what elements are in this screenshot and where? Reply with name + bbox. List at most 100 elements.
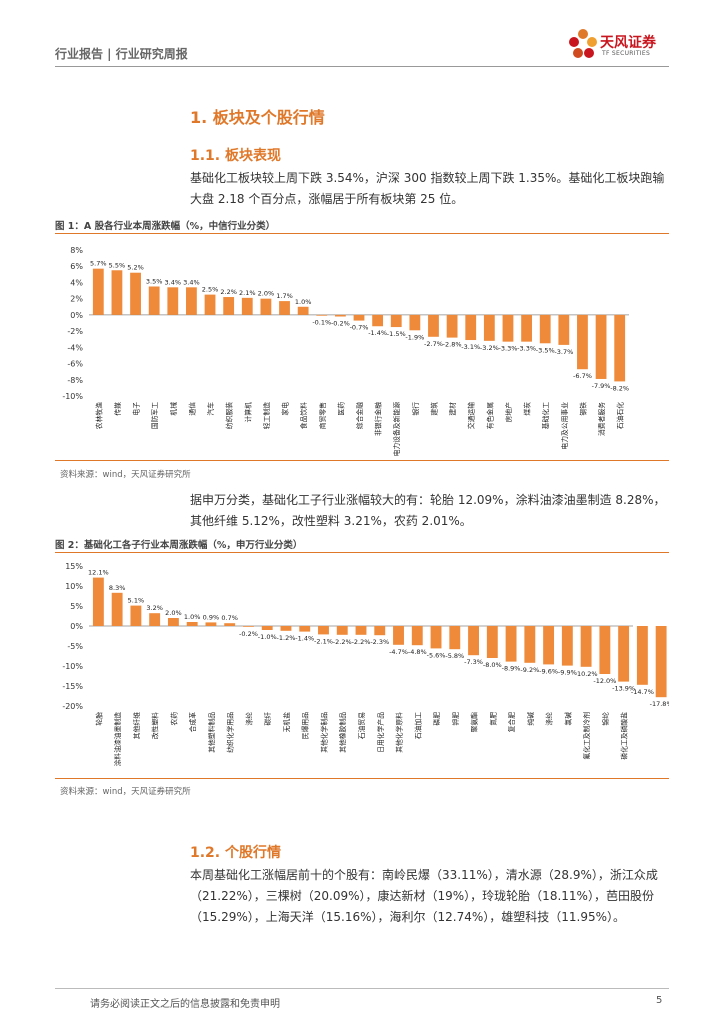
category-label: 消费者服务 (597, 402, 606, 436)
figure1-top-rule (55, 233, 669, 234)
bar-5 (167, 618, 179, 626)
subsection-title-1: 1.1. 板块表现 (190, 148, 281, 164)
bar-22 (483, 314, 495, 341)
bar-23 (505, 626, 517, 662)
data-label: -17.8% (650, 700, 669, 708)
data-label: -1.0% (258, 633, 277, 641)
footer-disclaimer: 请务必阅读正文之后的信息披露和免责申明 (90, 999, 280, 1010)
bar-20 (446, 314, 458, 338)
bar-4 (149, 613, 161, 626)
category-label: 其他纤维 (132, 712, 141, 739)
bar-24 (521, 314, 532, 342)
data-label: 5.5% (109, 261, 126, 269)
category-label: 磷肥 (432, 712, 441, 726)
bar-13 (318, 626, 329, 635)
data-label: -7.3% (464, 658, 483, 666)
data-label: 12.1% (88, 569, 109, 577)
y-tick-label: 6% (70, 262, 83, 271)
category-label: 通信 (187, 402, 196, 416)
paragraph-stocks: 本周基础化工涨幅居前十的个股有：南岭民爆（33.11%），清水源（28.9%），… (190, 868, 658, 924)
bar-9 (241, 297, 253, 315)
figure1-title: 图 1：A 股各行业本周涨跌幅（%，中信行业分类） (55, 221, 276, 232)
bar-16 (374, 626, 386, 636)
data-label: -3.7% (554, 348, 573, 356)
bar-8 (223, 297, 235, 315)
category-label: 氯碱 (563, 712, 572, 726)
data-label: -8.0% (483, 661, 502, 669)
data-label: -3.2% (480, 344, 499, 352)
page-number: 5 (656, 995, 663, 1006)
bar-27 (577, 314, 588, 370)
y-tick-label: -2% (67, 327, 83, 336)
logo-name: 天风证券 (600, 35, 656, 51)
data-label: -14.7% (631, 688, 654, 696)
data-label: -1.4% (368, 329, 387, 337)
bar-19 (428, 314, 439, 337)
category-label: 传媒 (113, 402, 122, 416)
data-label: 3.2% (146, 604, 163, 612)
data-label: -5.8% (445, 652, 464, 660)
data-label: 1.0% (295, 298, 312, 306)
category-label: 磷化工及磷酸盐 (620, 712, 629, 760)
category-label: 民爆用品 (301, 712, 310, 739)
bar-29 (614, 314, 626, 382)
category-label: 涤纶 (545, 712, 554, 726)
figure1-source: 资料来源：wind，天风证券研究所 (60, 470, 191, 480)
category-label: 合成革 (188, 712, 197, 733)
data-label: -0.1% (312, 319, 331, 327)
y-tick-label: 15% (65, 562, 83, 571)
bar-14 (336, 626, 348, 635)
bar-6 (186, 622, 198, 626)
bar-22 (486, 626, 498, 658)
bar-14 (334, 314, 346, 317)
y-tick-label: -6% (67, 360, 83, 369)
data-label: -0.7% (350, 324, 369, 332)
category-label: 石油石化 (616, 402, 625, 429)
bar-1 (92, 268, 104, 315)
category-label: 复合肥 (507, 712, 516, 733)
category-label: 聚氨酯 (470, 712, 479, 733)
data-label: -9.6% (539, 667, 558, 675)
category-label: 房地产 (504, 402, 513, 423)
category-label: 其他化学制品 (319, 712, 328, 753)
category-label: 电力及公用事业 (560, 402, 569, 450)
data-label: 5.1% (128, 597, 145, 605)
bar-18 (409, 314, 421, 331)
data-label: 5.7% (90, 260, 107, 268)
y-tick-label: 10% (65, 582, 83, 591)
bar-24 (524, 626, 536, 663)
bar-19 (430, 626, 442, 649)
category-label: 其他塑料制品 (207, 712, 216, 753)
category-label: 其他橡胶制品 (338, 712, 347, 753)
bar-26 (558, 314, 570, 345)
category-label: 交通运输 (467, 402, 476, 429)
data-label: -2.2% (333, 638, 352, 646)
bar-12 (297, 306, 309, 315)
bar-10 (260, 298, 272, 315)
y-tick-label: 8% (70, 246, 83, 255)
bar-11 (279, 301, 290, 315)
data-label: 2.1% (239, 289, 256, 297)
footer-divider (55, 988, 669, 989)
category-label: 电力设备及新能源 (392, 402, 401, 457)
bar-6 (186, 287, 197, 315)
logo-en: TF SECURITIES (602, 50, 651, 57)
category-label: 机械 (169, 402, 178, 416)
category-label: 国防军工 (150, 402, 159, 429)
data-label: -1.5% (387, 330, 406, 338)
data-label: -2.8% (443, 341, 462, 349)
data-label: -2.7% (424, 340, 443, 348)
bar-30 (636, 626, 648, 685)
paragraph-subindustry: 据申万分类，基础化工子行业涨幅较大的有：轮胎 12.09%，涂料油漆油墨制造 8… (190, 493, 666, 528)
bar-7 (205, 622, 217, 626)
data-label: -7.9% (592, 382, 611, 390)
category-label: 日用化学产品 (376, 712, 385, 753)
bar-25 (539, 314, 551, 344)
data-label: 2.0% (165, 609, 182, 617)
figure2-chart: 15% 10% 5% 0% -5% -10% -15% -20% 12.1% 轮胎 8.3% 涂料油漆… (62, 562, 669, 766)
category-label: 基础化工 (541, 402, 550, 429)
y-tick-label: 0% (70, 311, 83, 320)
y-tick-label: 4% (70, 278, 83, 287)
data-label: -12.0% (593, 677, 616, 685)
data-label: -6.7% (573, 372, 592, 380)
